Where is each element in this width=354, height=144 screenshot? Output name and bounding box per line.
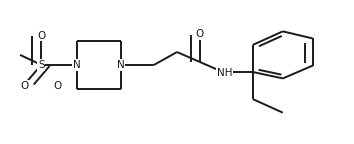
Text: S: S	[38, 60, 45, 70]
Text: N: N	[73, 60, 80, 70]
Text: O: O	[54, 80, 62, 91]
Text: O: O	[196, 29, 204, 39]
Text: O: O	[37, 31, 45, 41]
Text: NH: NH	[217, 68, 232, 78]
Text: N: N	[117, 60, 125, 70]
Text: O: O	[21, 80, 29, 91]
